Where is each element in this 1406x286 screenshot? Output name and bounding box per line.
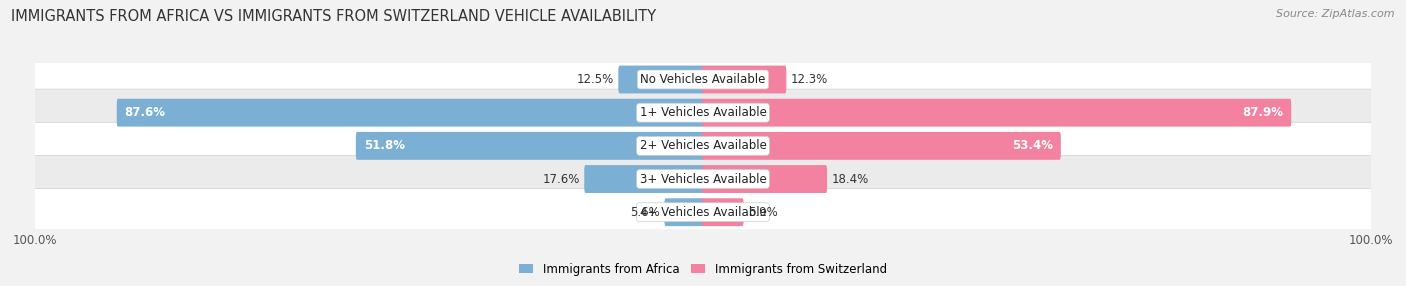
Text: Source: ZipAtlas.com: Source: ZipAtlas.com [1277,9,1395,19]
Text: 51.8%: 51.8% [364,139,405,152]
FancyBboxPatch shape [702,198,744,226]
FancyBboxPatch shape [356,132,704,160]
FancyBboxPatch shape [702,132,1062,160]
Text: 4+ Vehicles Available: 4+ Vehicles Available [640,206,766,219]
FancyBboxPatch shape [117,99,704,127]
FancyBboxPatch shape [702,165,827,193]
Text: 12.3%: 12.3% [790,73,828,86]
Text: 1+ Vehicles Available: 1+ Vehicles Available [640,106,766,119]
Text: 17.6%: 17.6% [543,172,581,186]
FancyBboxPatch shape [585,165,704,193]
FancyBboxPatch shape [20,56,1386,103]
Text: 3+ Vehicles Available: 3+ Vehicles Available [640,172,766,186]
Text: 87.6%: 87.6% [125,106,166,119]
FancyBboxPatch shape [20,89,1386,136]
Text: 18.4%: 18.4% [831,172,869,186]
FancyBboxPatch shape [20,189,1386,236]
FancyBboxPatch shape [665,198,704,226]
FancyBboxPatch shape [702,65,786,94]
Legend: Immigrants from Africa, Immigrants from Switzerland: Immigrants from Africa, Immigrants from … [519,263,887,276]
Text: No Vehicles Available: No Vehicles Available [640,73,766,86]
Text: 5.9%: 5.9% [748,206,778,219]
Text: 2+ Vehicles Available: 2+ Vehicles Available [640,139,766,152]
FancyBboxPatch shape [20,156,1386,202]
Text: 12.5%: 12.5% [576,73,614,86]
FancyBboxPatch shape [619,65,704,94]
FancyBboxPatch shape [20,122,1386,169]
Text: 53.4%: 53.4% [1012,139,1053,152]
FancyBboxPatch shape [702,99,1291,127]
Text: 87.9%: 87.9% [1243,106,1284,119]
Text: 5.6%: 5.6% [630,206,661,219]
Text: IMMIGRANTS FROM AFRICA VS IMMIGRANTS FROM SWITZERLAND VEHICLE AVAILABILITY: IMMIGRANTS FROM AFRICA VS IMMIGRANTS FRO… [11,9,657,23]
